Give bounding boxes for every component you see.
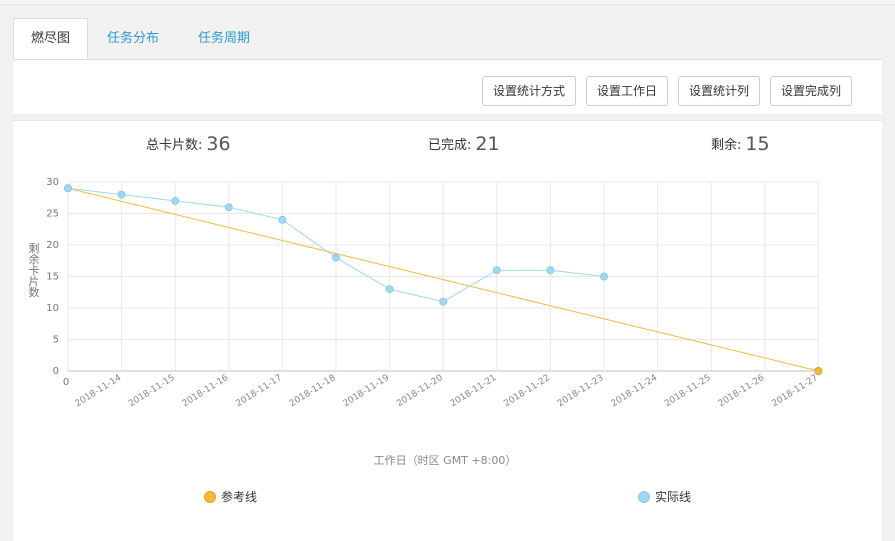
x-tick-label: 2018-11-25 <box>663 373 713 409</box>
legend-reference[interactable]: 参考线 <box>204 489 257 505</box>
y-tick-label: 5 <box>53 335 59 346</box>
stat-total: 总卡片数: 36 <box>146 133 231 155</box>
set-stat-column-button[interactable]: 设置统计列 <box>678 76 760 106</box>
x-tick-label: 2018-11-20 <box>395 373 445 409</box>
stat-done-label: 已完成: <box>428 138 472 153</box>
x-tick-label: 2018-11-19 <box>342 373 392 409</box>
legend-actual-swatch <box>638 491 650 503</box>
x-tick-label: 2018-11-27 <box>770 373 820 409</box>
x-tick-label: 2018-11-23 <box>556 373 606 409</box>
top-strip <box>0 0 895 5</box>
y-axis-label-char: 卡 <box>29 264 40 277</box>
actual-line-point <box>600 272 608 281</box>
y-tick-label: 25 <box>46 209 59 220</box>
actual-line-point <box>224 203 233 212</box>
tab-divider <box>13 59 882 60</box>
y-tick-label: 0 <box>53 366 59 377</box>
stat-remaining: 剩余: 15 <box>711 133 770 155</box>
tab-task-distribution[interactable]: 任务分布 <box>106 31 159 46</box>
y-tick-label: 20 <box>46 240 59 251</box>
reference-line <box>67 187 819 372</box>
x-tick-label: 0 <box>63 377 69 388</box>
set-done-column-button[interactable]: 设置完成列 <box>770 76 852 106</box>
actual-line-point <box>385 285 394 294</box>
legend-actual[interactable]: 实际线 <box>638 489 691 505</box>
y-axis-label-char: 余 <box>29 252 40 266</box>
actual-line-point <box>171 196 180 205</box>
legend-reference-swatch <box>204 491 216 503</box>
actual-line-point <box>492 266 501 275</box>
tab-bar: 燃尽图 任务分布 任务周期 <box>13 18 882 60</box>
y-axis-label-char: 数 <box>29 286 40 299</box>
stat-done: 已完成: 21 <box>428 133 500 155</box>
reference-line-point <box>814 367 823 375</box>
x-tick-label: 2018-11-17 <box>234 373 284 409</box>
y-tick-label: 10 <box>46 303 59 314</box>
set-workday-button[interactable]: 设置工作日 <box>586 76 668 106</box>
x-tick-label: 2018-11-22 <box>502 373 552 409</box>
x-tick-label: 2018-11-26 <box>717 373 767 409</box>
tab-task-cycle[interactable]: 任务周期 <box>197 31 250 46</box>
stat-done-value: 21 <box>475 133 500 155</box>
x-tick-label: 2018-11-16 <box>181 373 231 409</box>
y-tick-label: 30 <box>46 177 59 188</box>
legend-actual-label: 实际线 <box>655 490 692 504</box>
x-tick-label: 2018-11-14 <box>74 373 124 409</box>
actual-line-point <box>439 297 448 306</box>
actual-line-point <box>332 253 340 262</box>
legend-reference-label: 参考线 <box>221 490 258 504</box>
chart-panel <box>13 120 882 541</box>
set-stat-method-button[interactable]: 设置统计方式 <box>482 76 576 106</box>
x-tick-label: 2018-11-21 <box>449 373 499 409</box>
x-tick-label: 2018-11-18 <box>288 373 338 409</box>
y-tick-label: 15 <box>46 272 59 283</box>
actual-line-point <box>546 266 555 275</box>
y-axis-label-char: 剩 <box>29 242 40 255</box>
actual-line-point <box>278 215 287 224</box>
stat-total-value: 36 <box>206 133 231 155</box>
stat-total-label: 总卡片数: <box>146 138 203 153</box>
stat-remaining-value: 15 <box>745 133 770 155</box>
x-tick-label: 2018-11-15 <box>127 373 177 409</box>
stat-remaining-label: 剩余: <box>711 138 742 153</box>
actual-line-point <box>117 190 126 199</box>
y-axis-label-char: 片 <box>29 275 40 288</box>
tab-burndown[interactable]: 燃尽图 <box>13 18 88 59</box>
actual-line-point <box>64 184 72 193</box>
x-tick-label: 2018-11-24 <box>610 373 660 409</box>
x-axis-label: 工作日（时区 GMT +8:00） <box>374 454 517 467</box>
toolbar: 设置统计方式 设置工作日 设置统计列 设置完成列 <box>13 60 882 114</box>
